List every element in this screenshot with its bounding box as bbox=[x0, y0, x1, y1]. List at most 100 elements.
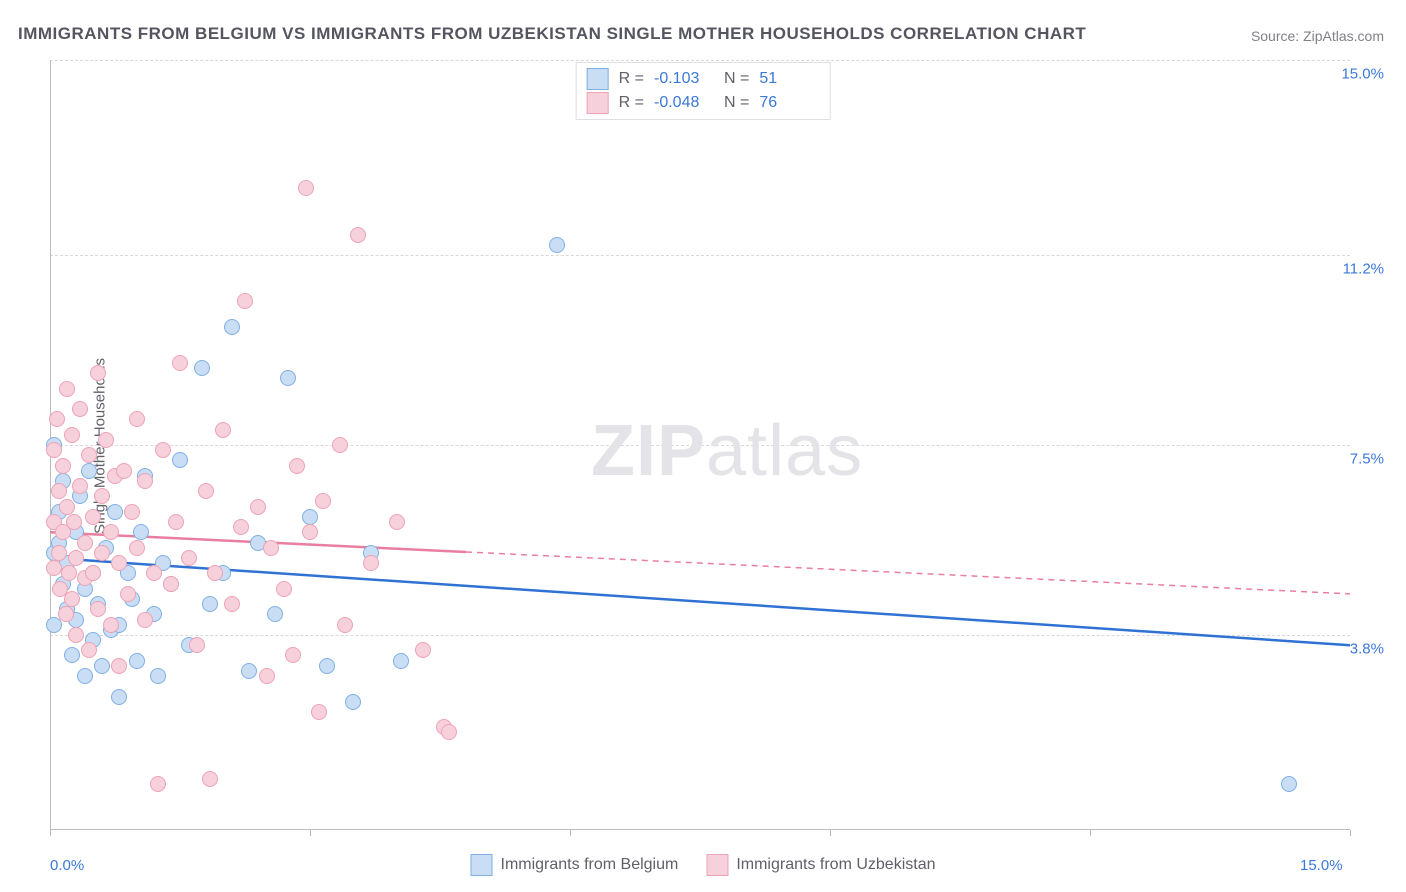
scatter-point bbox=[237, 293, 253, 309]
scatter-point bbox=[350, 227, 366, 243]
scatter-point bbox=[111, 689, 127, 705]
scatter-point bbox=[285, 647, 301, 663]
scatter-point bbox=[64, 647, 80, 663]
scatter-point bbox=[120, 586, 136, 602]
x-tick-mark bbox=[1350, 830, 1351, 836]
scatter-point bbox=[276, 581, 292, 597]
legend-item-belgium: Immigrants from Belgium bbox=[471, 854, 679, 876]
scatter-point bbox=[172, 355, 188, 371]
legend-row-belgium: R = -0.103 N = 51 bbox=[587, 67, 820, 91]
scatter-point bbox=[263, 540, 279, 556]
legend-label-uzbekistan: Immigrants from Uzbekistan bbox=[736, 856, 935, 874]
scatter-point bbox=[172, 452, 188, 468]
scatter-point bbox=[81, 447, 97, 463]
scatter-point bbox=[107, 504, 123, 520]
scatter-point bbox=[233, 519, 249, 535]
scatter-point bbox=[90, 365, 106, 381]
r-value-belgium: -0.103 bbox=[654, 67, 714, 91]
scatter-point bbox=[393, 653, 409, 669]
scatter-point bbox=[250, 499, 266, 515]
scatter-point bbox=[302, 524, 318, 540]
scatter-point bbox=[150, 668, 166, 684]
scatter-point bbox=[68, 627, 84, 643]
x-tick-label: 15.0% bbox=[1300, 857, 1343, 874]
scatter-point bbox=[332, 437, 348, 453]
scatter-point bbox=[441, 724, 457, 740]
scatter-point bbox=[77, 535, 93, 551]
x-tick-mark bbox=[1090, 830, 1091, 836]
scatter-point bbox=[207, 565, 223, 581]
chart-title: IMMIGRANTS FROM BELGIUM VS IMMIGRANTS FR… bbox=[18, 24, 1086, 44]
scatter-point bbox=[61, 565, 77, 581]
source-label: Source: ZipAtlas.com bbox=[1251, 28, 1384, 44]
scatter-point bbox=[267, 606, 283, 622]
scatter-point bbox=[59, 499, 75, 515]
scatter-point bbox=[241, 663, 257, 679]
legend-series: Immigrants from Belgium Immigrants from … bbox=[471, 854, 936, 876]
scatter-point bbox=[137, 473, 153, 489]
x-tick-mark bbox=[50, 830, 51, 836]
legend-swatch-uzbekistan bbox=[706, 854, 728, 876]
scatter-point bbox=[198, 483, 214, 499]
scatter-point bbox=[155, 442, 171, 458]
scatter-point bbox=[289, 458, 305, 474]
scatter-point bbox=[77, 668, 93, 684]
scatter-point bbox=[168, 514, 184, 530]
scatter-point bbox=[189, 637, 205, 653]
scatter-point bbox=[116, 463, 132, 479]
scatter-point bbox=[46, 560, 62, 576]
scatter-point bbox=[129, 411, 145, 427]
scatter-point bbox=[363, 555, 379, 571]
scatter-point bbox=[94, 488, 110, 504]
scatter-point bbox=[224, 319, 240, 335]
r-label: R = bbox=[619, 67, 644, 91]
scatter-point bbox=[133, 524, 149, 540]
scatter-point bbox=[58, 606, 74, 622]
scatter-point bbox=[224, 596, 240, 612]
scatter-point bbox=[163, 576, 179, 592]
scatter-point bbox=[389, 514, 405, 530]
scatter-point bbox=[51, 483, 67, 499]
scatter-point bbox=[1281, 776, 1297, 792]
scatter-point bbox=[129, 653, 145, 669]
scatter-point bbox=[202, 596, 218, 612]
n-value-uzbekistan: 76 bbox=[759, 91, 819, 115]
scatter-point bbox=[49, 411, 65, 427]
legend-swatch-belgium bbox=[587, 68, 609, 90]
scatter-point bbox=[298, 180, 314, 196]
scatter-point bbox=[66, 514, 82, 530]
scatter-point bbox=[311, 704, 327, 720]
n-label: N = bbox=[724, 67, 749, 91]
scatter-point bbox=[124, 504, 140, 520]
scatter-point bbox=[64, 427, 80, 443]
scatter-point bbox=[415, 642, 431, 658]
scatter-point bbox=[280, 370, 296, 386]
scatter-point bbox=[103, 524, 119, 540]
scatter-point bbox=[55, 458, 71, 474]
scatter-point bbox=[181, 550, 197, 566]
scatter-point bbox=[319, 658, 335, 674]
scatter-point bbox=[137, 612, 153, 628]
scatter-point bbox=[146, 565, 162, 581]
scatter-point bbox=[150, 776, 166, 792]
scatter-point bbox=[103, 617, 119, 633]
correlation-chart: IMMIGRANTS FROM BELGIUM VS IMMIGRANTS FR… bbox=[0, 0, 1406, 892]
scatter-point bbox=[90, 601, 106, 617]
scatter-point bbox=[59, 381, 75, 397]
watermark: ZIPatlas bbox=[591, 410, 863, 492]
legend-label-belgium: Immigrants from Belgium bbox=[501, 856, 679, 874]
legend-swatch-belgium bbox=[471, 854, 493, 876]
legend-item-uzbekistan: Immigrants from Uzbekistan bbox=[706, 854, 935, 876]
x-tick-mark bbox=[570, 830, 571, 836]
scatter-point bbox=[94, 545, 110, 561]
legend-row-uzbekistan: R = -0.048 N = 76 bbox=[587, 91, 820, 115]
n-label: N = bbox=[724, 91, 749, 115]
scatter-point bbox=[111, 555, 127, 571]
plot-area: ZIPatlas bbox=[50, 60, 1350, 830]
scatter-point bbox=[81, 642, 97, 658]
scatter-point bbox=[94, 658, 110, 674]
scatter-point bbox=[81, 463, 97, 479]
scatter-point bbox=[129, 540, 145, 556]
x-tick-mark bbox=[310, 830, 311, 836]
scatter-point bbox=[259, 668, 275, 684]
